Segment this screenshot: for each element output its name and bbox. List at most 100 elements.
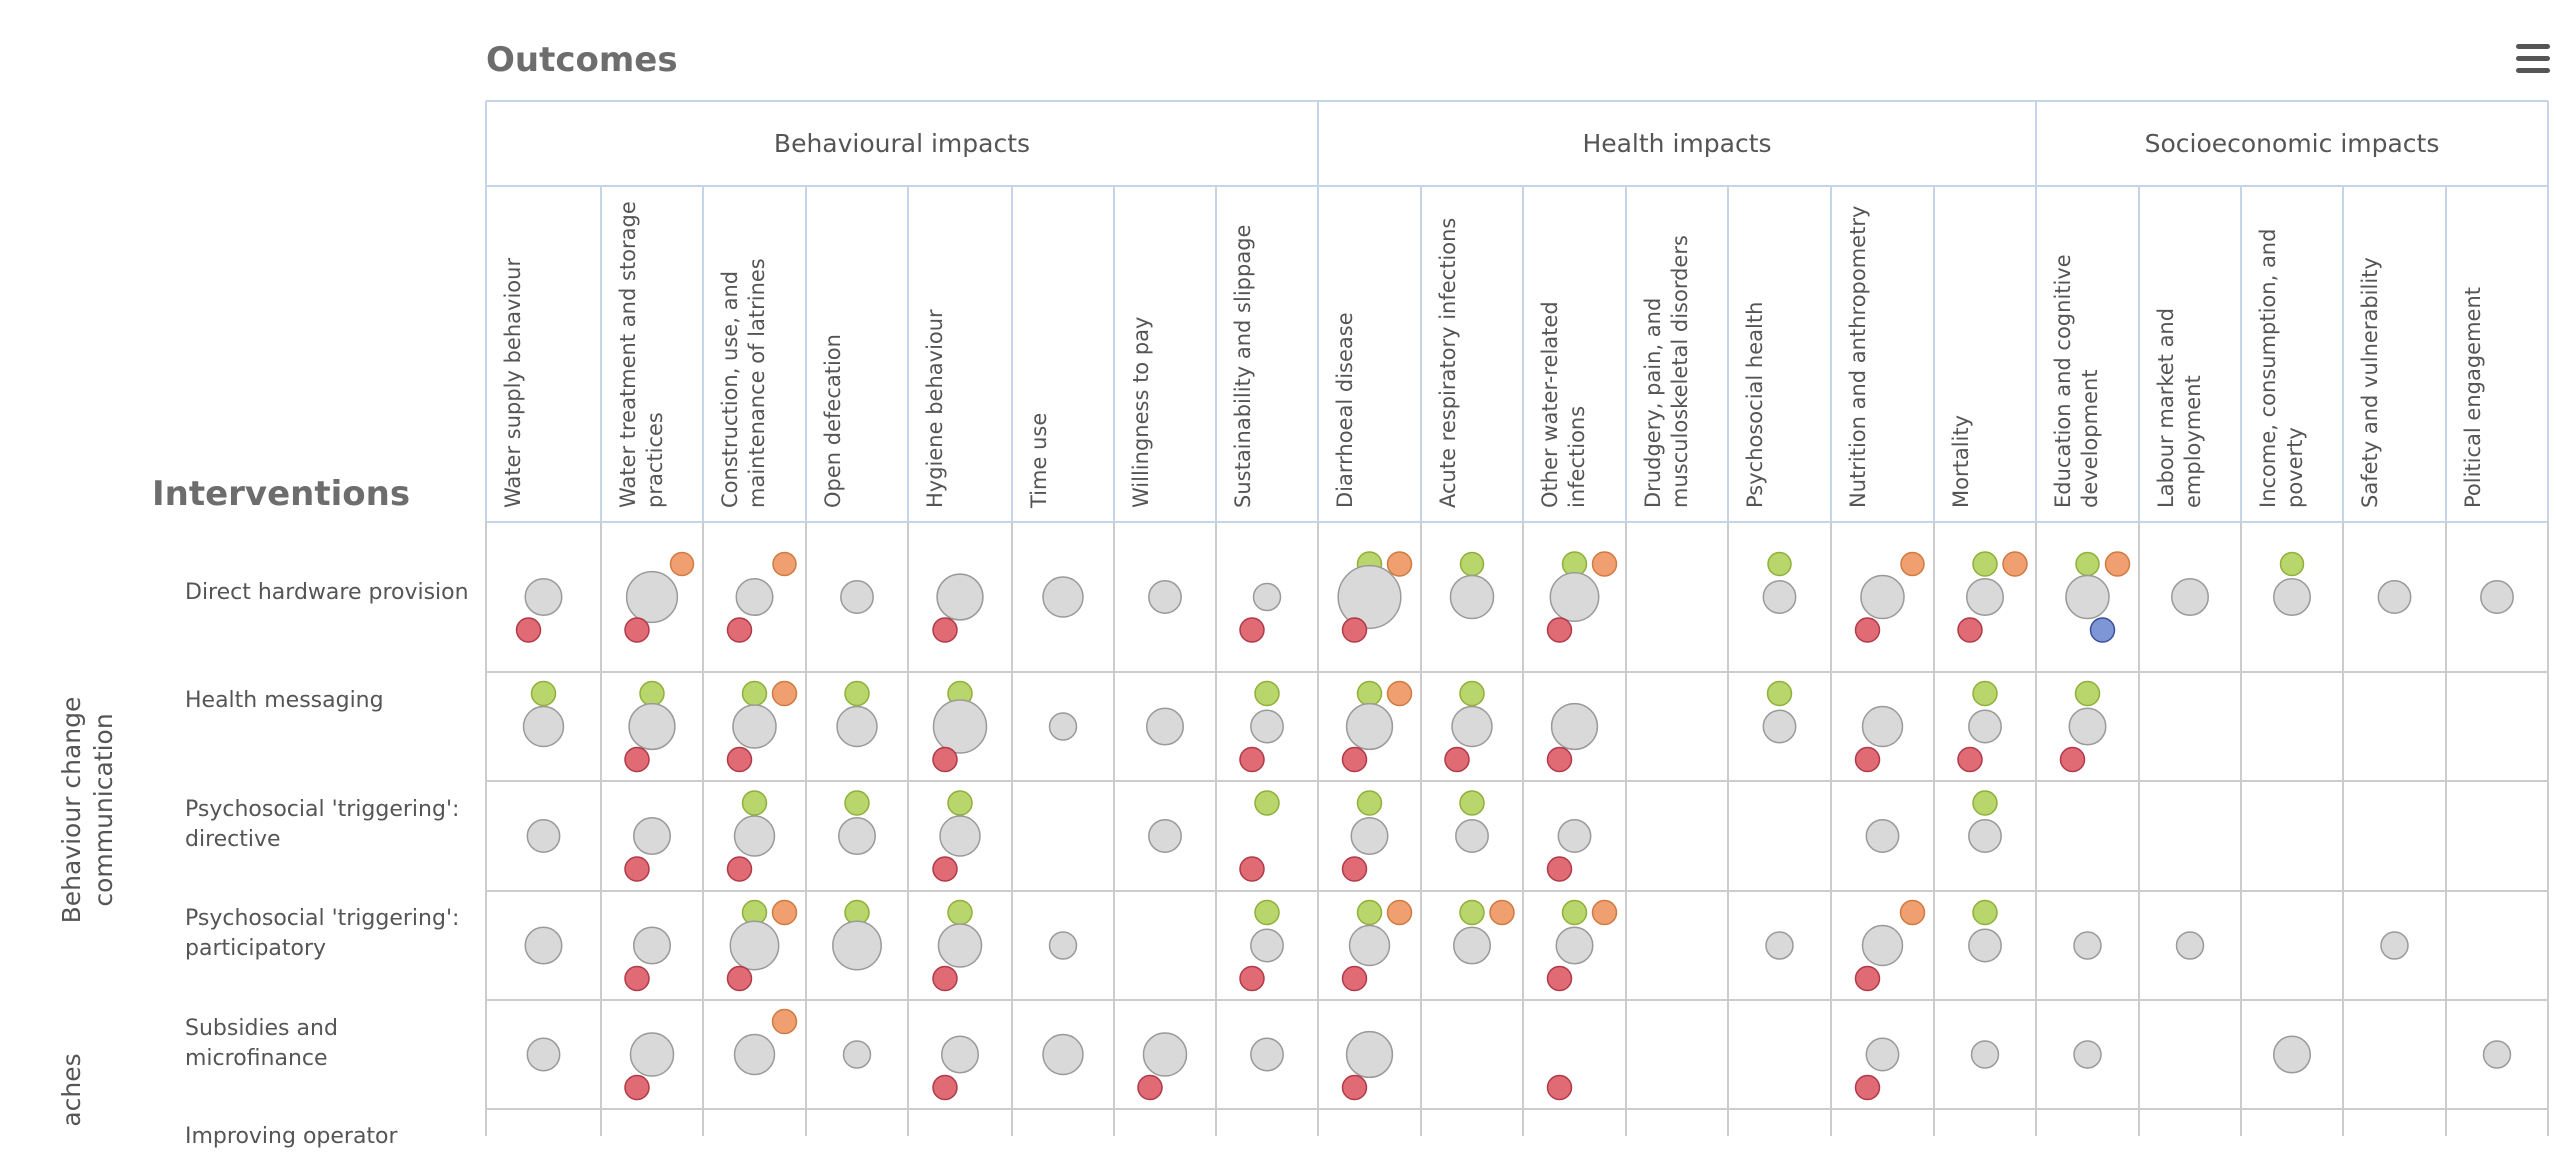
red-bubble[interactable] — [1854, 1074, 1881, 1101]
orange-bubble[interactable] — [1900, 551, 1925, 577]
grey-bubble[interactable] — [1968, 928, 2002, 963]
green-bubble[interactable] — [1972, 790, 1998, 816]
red-bubble[interactable] — [1239, 617, 1265, 643]
red-bubble[interactable] — [1854, 617, 1881, 643]
red-bubble[interactable] — [932, 1074, 958, 1101]
grey-bubble[interactable] — [735, 577, 774, 617]
grey-bubble[interactable] — [632, 816, 672, 856]
orange-bubble[interactable] — [1591, 899, 1618, 926]
green-bubble[interactable] — [844, 790, 870, 816]
grey-bubble[interactable] — [1762, 580, 1797, 614]
red-bubble[interactable] — [1854, 965, 1881, 992]
red-bubble[interactable] — [1341, 617, 1368, 643]
grey-bubble[interactable] — [628, 702, 676, 751]
orange-bubble[interactable] — [669, 551, 695, 577]
grey-bubble[interactable] — [625, 570, 679, 624]
red-bubble[interactable] — [1546, 965, 1573, 992]
grey-bubble[interactable] — [524, 926, 563, 965]
grey-bubble[interactable] — [629, 1032, 675, 1077]
red-bubble[interactable] — [624, 746, 650, 773]
grey-bubble[interactable] — [1860, 574, 1905, 620]
green-bubble[interactable] — [947, 899, 973, 926]
red-bubble[interactable] — [932, 617, 958, 643]
red-bubble[interactable] — [932, 965, 958, 992]
red-bubble[interactable] — [1341, 856, 1368, 882]
red-bubble[interactable] — [624, 965, 650, 992]
grey-bubble[interactable] — [1142, 1032, 1188, 1077]
grey-bubble[interactable] — [733, 815, 776, 857]
grey-bubble[interactable] — [1345, 1030, 1394, 1079]
green-bubble[interactable] — [1254, 899, 1280, 926]
green-bubble[interactable] — [1972, 680, 1998, 707]
green-bubble[interactable] — [1972, 899, 1998, 926]
grey-bubble[interactable] — [2065, 574, 2110, 620]
red-bubble[interactable] — [1546, 617, 1573, 643]
grey-bubble[interactable] — [939, 815, 981, 857]
green-bubble[interactable] — [1254, 790, 1280, 816]
orange-bubble[interactable] — [1591, 551, 1618, 577]
green-bubble[interactable] — [1356, 899, 1383, 926]
grey-bubble[interactable] — [1557, 819, 1592, 853]
grey-bubble[interactable] — [1965, 577, 2005, 617]
grey-bubble[interactable] — [1861, 705, 1904, 748]
green-bubble[interactable] — [1356, 790, 1383, 816]
green-bubble[interactable] — [1972, 551, 1998, 577]
red-bubble[interactable] — [624, 856, 650, 882]
grey-bubble[interactable] — [842, 1040, 872, 1069]
red-bubble[interactable] — [1546, 856, 1573, 882]
green-bubble[interactable] — [1766, 680, 1793, 707]
red-bubble[interactable] — [1957, 746, 1983, 773]
grey-bubble[interactable] — [522, 705, 565, 748]
grey-bubble[interactable] — [1350, 816, 1389, 856]
green-bubble[interactable] — [639, 680, 665, 707]
grey-bubble[interactable] — [1048, 712, 1078, 741]
red-bubble[interactable] — [932, 746, 958, 773]
green-bubble[interactable] — [1459, 551, 1485, 577]
grey-bubble[interactable] — [1549, 572, 1600, 622]
hamburger-menu-icon[interactable] — [2514, 42, 2552, 76]
orange-bubble[interactable] — [1899, 899, 1926, 926]
grey-bubble[interactable] — [940, 1035, 980, 1074]
grey-bubble[interactable] — [1348, 924, 1391, 967]
red-bubble[interactable] — [1854, 746, 1881, 773]
green-bubble[interactable] — [844, 680, 870, 707]
grey-bubble[interactable] — [526, 819, 561, 853]
grey-bubble[interactable] — [1550, 702, 1599, 751]
grey-bubble[interactable] — [2170, 577, 2210, 617]
grey-bubble[interactable] — [1865, 819, 1900, 853]
grey-bubble[interactable] — [729, 920, 780, 971]
red-bubble[interactable] — [726, 746, 753, 773]
red-bubble[interactable] — [1341, 746, 1368, 773]
grey-bubble[interactable] — [1048, 931, 1078, 960]
orange-bubble[interactable] — [1386, 680, 1413, 707]
grey-bubble[interactable] — [2272, 577, 2312, 617]
red-bubble[interactable] — [726, 856, 753, 882]
red-bubble[interactable] — [1957, 617, 1983, 643]
orange-bubble[interactable] — [771, 1008, 798, 1035]
grey-bubble[interactable] — [837, 816, 877, 856]
green-bubble[interactable] — [2279, 551, 2305, 577]
green-bubble[interactable] — [741, 790, 768, 816]
grey-bubble[interactable] — [524, 577, 563, 617]
grey-bubble[interactable] — [526, 1037, 561, 1072]
red-bubble[interactable] — [515, 617, 542, 643]
grey-bubble[interactable] — [2272, 1035, 2312, 1074]
red-bubble[interactable] — [1444, 746, 1470, 773]
green-bubble[interactable] — [1459, 680, 1485, 707]
orange-bubble[interactable] — [771, 680, 798, 707]
green-bubble[interactable] — [947, 790, 973, 816]
grey-bubble[interactable] — [836, 705, 878, 748]
red-bubble[interactable] — [1341, 965, 1368, 992]
grey-bubble[interactable] — [1449, 574, 1495, 620]
green-bubble[interactable] — [1459, 899, 1485, 926]
grey-bubble[interactable] — [1968, 819, 2002, 853]
red-bubble[interactable] — [726, 965, 753, 992]
red-bubble[interactable] — [1137, 1074, 1163, 1101]
grey-bubble[interactable] — [732, 704, 777, 749]
grey-bubble[interactable] — [1970, 1040, 2000, 1069]
red-bubble[interactable] — [932, 856, 958, 882]
grey-bubble[interactable] — [632, 926, 672, 965]
grey-bubble[interactable] — [2175, 931, 2205, 960]
orange-bubble[interactable] — [772, 551, 797, 577]
grey-bubble[interactable] — [2380, 931, 2409, 960]
